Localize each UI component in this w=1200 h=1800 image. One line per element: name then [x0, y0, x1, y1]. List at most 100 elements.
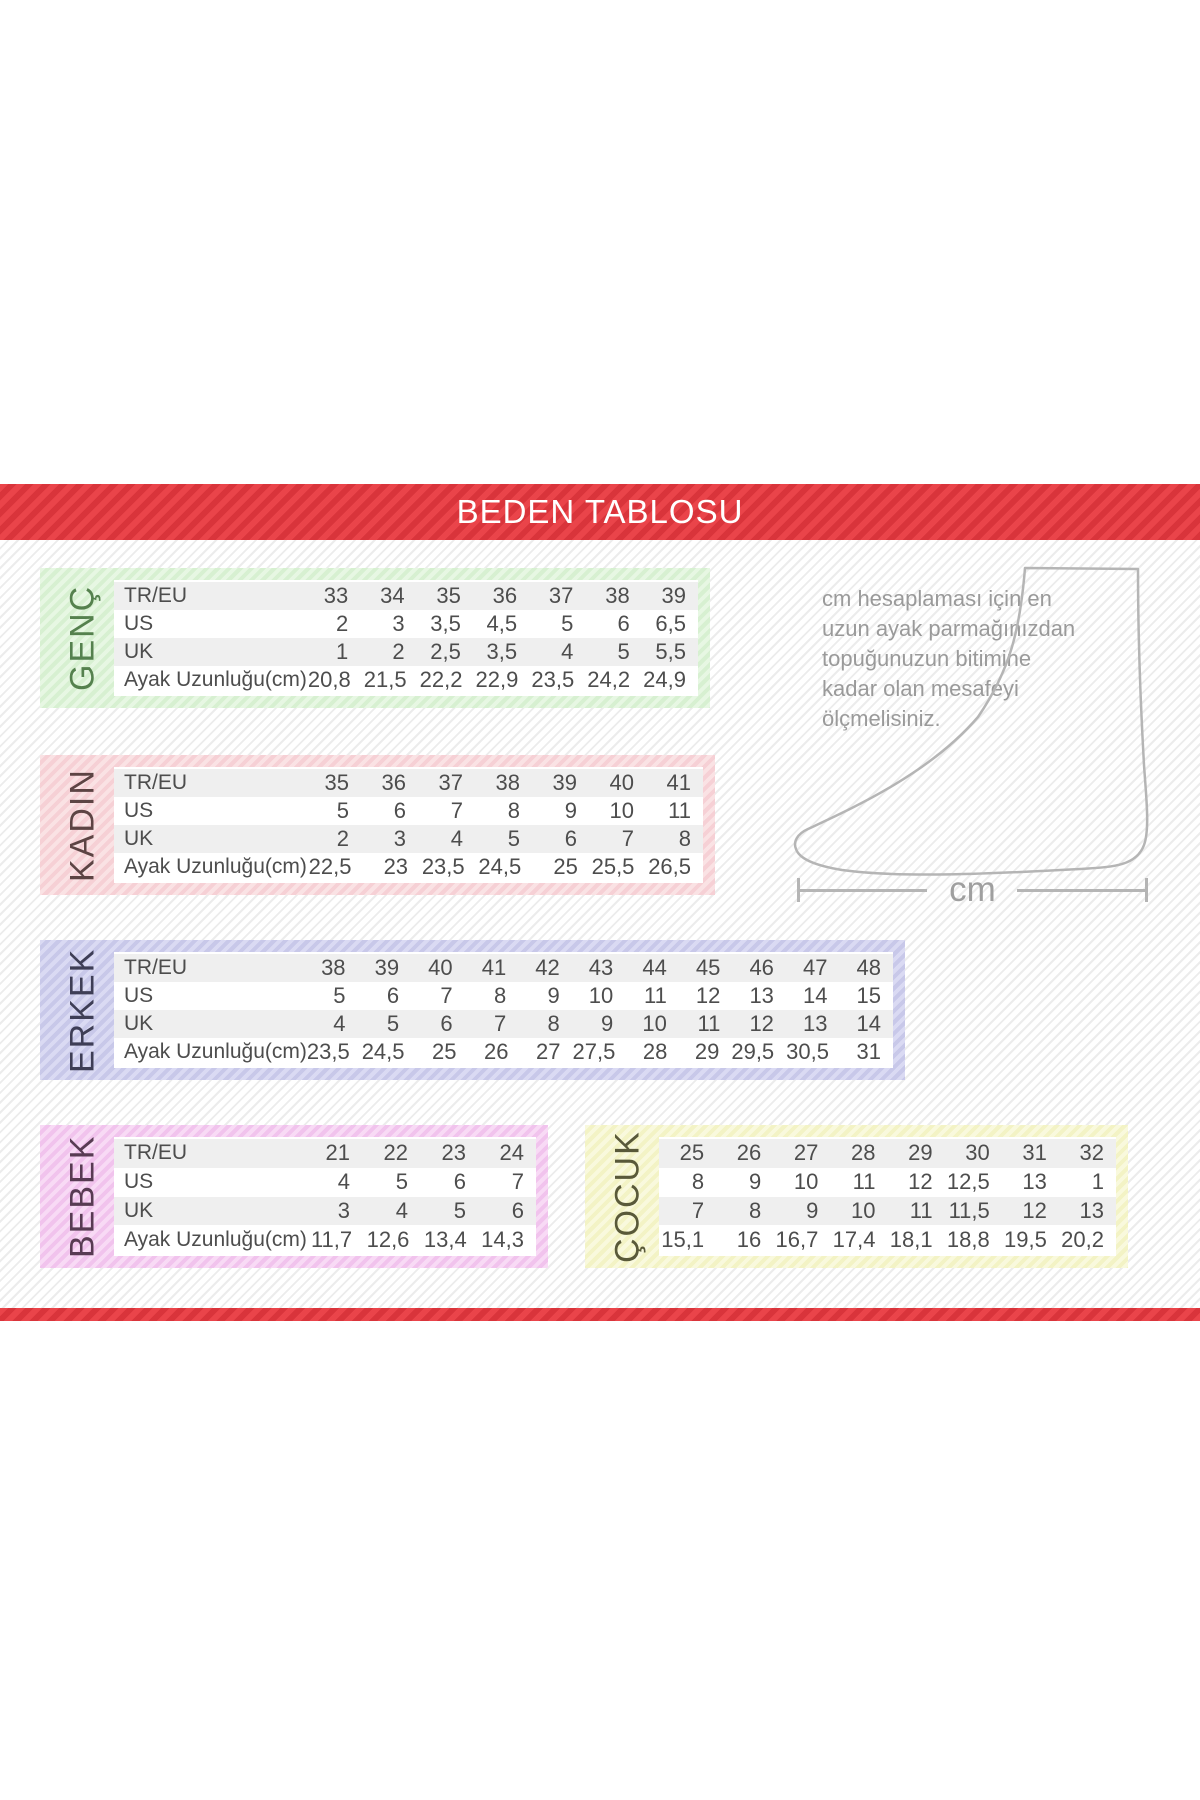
table-row: Ayak Uzunluğu(cm) 20,8 21,5 22,2 22,9 23,5 24,…	[114, 666, 698, 694]
row-label: TR/EU	[124, 1141, 187, 1165]
size-value: 2,5	[430, 639, 461, 664]
size-value: 2	[336, 826, 349, 851]
size-value: 25	[553, 854, 578, 879]
size-value: 40	[428, 955, 453, 980]
size-value: 24,5	[478, 854, 522, 879]
size-value: 38	[605, 583, 630, 608]
size-value: 14	[856, 1011, 882, 1036]
row-label: US	[124, 984, 154, 1007]
size-value: 12	[749, 1011, 774, 1036]
size-table-genc: GENÇ TR/EU 33 34 35 36 37 38 39 US 2 3 3,5 4,5 5 6 6,5 U…	[40, 568, 710, 708]
size-value: 3	[392, 611, 405, 636]
table-row: UK 2 3 4 5 6 7 8	[114, 825, 703, 853]
table-row: Ayak Uzunluğu(cm) 22,5 23 23,5 24,5 25 25,5 26,…	[114, 853, 703, 881]
ruler-line-right	[1017, 889, 1148, 892]
row-label: UK	[124, 1198, 154, 1222]
size-value: 8	[678, 826, 691, 851]
size-value: 12	[908, 1169, 933, 1195]
size-value: 24	[499, 1140, 524, 1166]
size-value: 11	[909, 1197, 933, 1223]
note-line: uzun ayak parmağınızdan	[822, 616, 1076, 641]
size-value: 20,2	[1061, 1226, 1104, 1252]
size-value: 7	[440, 983, 453, 1008]
size-grid-erkek: TR/EU 38 39 40 41 42 43 44 45 46 47 48 US 5 6 7 8 9 10 11 12…	[114, 952, 893, 1068]
size-value: 25	[432, 1039, 457, 1064]
size-value: 9	[806, 1197, 819, 1223]
size-value: 16	[736, 1226, 762, 1252]
size-value: 3	[393, 826, 406, 851]
size-value: 35	[436, 583, 461, 608]
size-value: 27	[793, 1140, 819, 1166]
size-value: 36	[381, 770, 406, 795]
size-value: 6	[453, 1169, 466, 1195]
table-row: TR/EU 21 22 23 24	[114, 1139, 536, 1168]
size-value: 5	[453, 1197, 466, 1223]
size-value: 26	[736, 1140, 762, 1166]
size-value: 37	[548, 583, 574, 608]
table-row: 7 8 9 10 11 11,5 12 13	[659, 1196, 1116, 1226]
size-value: 29	[908, 1140, 933, 1166]
size-value: 1	[1091, 1169, 1104, 1195]
size-value: 22,2	[419, 667, 463, 692]
size-value: 23,5	[306, 1039, 350, 1064]
size-value: 9	[749, 1169, 762, 1195]
size-value: 36	[492, 583, 518, 608]
size-value: 3,5	[430, 611, 461, 636]
size-value: 45	[695, 955, 721, 980]
row-label: US	[124, 799, 154, 822]
bottom-bar-stripes	[0, 1308, 1200, 1321]
size-value: 3	[337, 1197, 350, 1223]
table-row: US 2 3 3,5 4,5 5 6 6,5	[114, 610, 698, 638]
size-value: 26,5	[648, 854, 692, 879]
note-line: kadar olan mesafeyi	[822, 676, 1019, 701]
size-value: 8	[691, 1169, 705, 1195]
table-row: UK 4 5 6 7 8 9 10 11 12 13 14	[114, 1010, 893, 1038]
size-value: 9	[564, 798, 577, 823]
table-row: TR/EU 33 34 35 36 37 38 39	[114, 582, 698, 610]
size-value: 26	[484, 1039, 509, 1064]
size-value: 28	[642, 1039, 668, 1064]
size-value: 12,6	[366, 1226, 410, 1252]
size-value: 11,5	[948, 1197, 990, 1223]
table-row: 8 9 10 11 12 12,5 13 1	[659, 1168, 1116, 1197]
size-value: 30	[965, 1140, 990, 1166]
size-value: 11	[668, 798, 691, 823]
size-value: 38	[495, 770, 520, 795]
size-value: 14	[802, 983, 828, 1008]
cm-ruler: cm	[797, 870, 1148, 910]
size-value: 9	[601, 1011, 614, 1036]
size-value: 13	[802, 1011, 828, 1036]
size-value: 5	[617, 639, 630, 664]
size-value: 29,5	[731, 1039, 775, 1064]
size-value: 22	[383, 1140, 408, 1166]
size-value: 3,5	[486, 639, 518, 664]
size-value: 39	[374, 955, 400, 980]
table-group-label-genc: GENÇ	[63, 584, 102, 692]
size-value: 25,5	[591, 854, 635, 879]
ruler-line-left	[797, 889, 927, 892]
size-value: 38	[321, 955, 346, 980]
table-row: TR/EU 35 36 37 38 39 40 41	[114, 769, 703, 797]
ruler-unit-label: cm	[949, 870, 996, 909]
size-value: 23	[441, 1140, 466, 1166]
size-value: 30,5	[786, 1039, 829, 1064]
size-value: 10	[588, 983, 614, 1008]
row-label: UK	[124, 640, 154, 663]
size-value: 43	[588, 955, 614, 980]
size-value: 48	[856, 955, 882, 980]
table-group-label-erkek: ERKEK	[63, 947, 102, 1073]
size-value: 11	[643, 983, 667, 1008]
size-value: 6	[386, 983, 400, 1008]
size-value: 15	[856, 983, 882, 1008]
title-bar: BEDEN TABLOSU	[0, 484, 1200, 540]
size-value: 4	[450, 826, 463, 851]
page-title: BEDEN TABLOSU	[456, 493, 744, 530]
size-value: 11,7	[310, 1226, 353, 1252]
note-line: topuğunuzun bitimine	[822, 646, 1032, 671]
size-value: 33	[323, 583, 349, 608]
size-value: 2	[336, 611, 349, 636]
size-value: 17,4	[832, 1226, 876, 1252]
size-value: 13,4	[423, 1226, 467, 1252]
table-row: UK 1 2 2,5 3,5 4 5 5,5	[114, 638, 698, 666]
